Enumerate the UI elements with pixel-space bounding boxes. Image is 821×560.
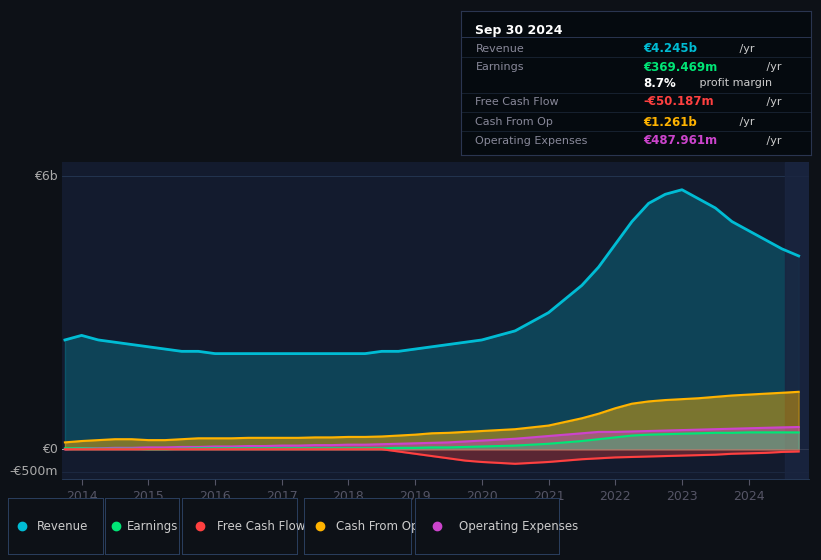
Text: Cash From Op: Cash From Op bbox=[336, 520, 418, 533]
Text: /yr: /yr bbox=[736, 117, 754, 127]
Text: Operating Expenses: Operating Expenses bbox=[458, 520, 578, 533]
Text: Earnings: Earnings bbox=[475, 62, 524, 72]
Text: €1.261b: €1.261b bbox=[644, 115, 697, 128]
Bar bbox=[786, 162, 809, 479]
Text: Free Cash Flow: Free Cash Flow bbox=[475, 97, 559, 107]
Text: Revenue: Revenue bbox=[475, 44, 524, 54]
Text: Earnings: Earnings bbox=[127, 520, 179, 533]
Text: 8.7%: 8.7% bbox=[644, 77, 676, 90]
Text: €369.469m: €369.469m bbox=[644, 61, 718, 74]
Text: Cash From Op: Cash From Op bbox=[475, 117, 553, 127]
Text: /yr: /yr bbox=[763, 97, 782, 107]
Text: -€50.187m: -€50.187m bbox=[644, 95, 714, 109]
Text: -€500m: -€500m bbox=[9, 465, 57, 478]
Text: /yr: /yr bbox=[763, 62, 782, 72]
Text: /yr: /yr bbox=[736, 44, 754, 54]
Text: €4.245b: €4.245b bbox=[644, 42, 697, 55]
Text: /yr: /yr bbox=[763, 136, 782, 146]
Text: €0: €0 bbox=[42, 443, 57, 456]
Text: profit margin: profit margin bbox=[696, 78, 773, 88]
Text: €487.961m: €487.961m bbox=[644, 134, 718, 147]
Text: Revenue: Revenue bbox=[37, 520, 88, 533]
Text: Sep 30 2024: Sep 30 2024 bbox=[475, 24, 563, 37]
Text: €6b: €6b bbox=[34, 170, 57, 183]
Text: Operating Expenses: Operating Expenses bbox=[475, 136, 588, 146]
Text: Free Cash Flow: Free Cash Flow bbox=[217, 520, 305, 533]
